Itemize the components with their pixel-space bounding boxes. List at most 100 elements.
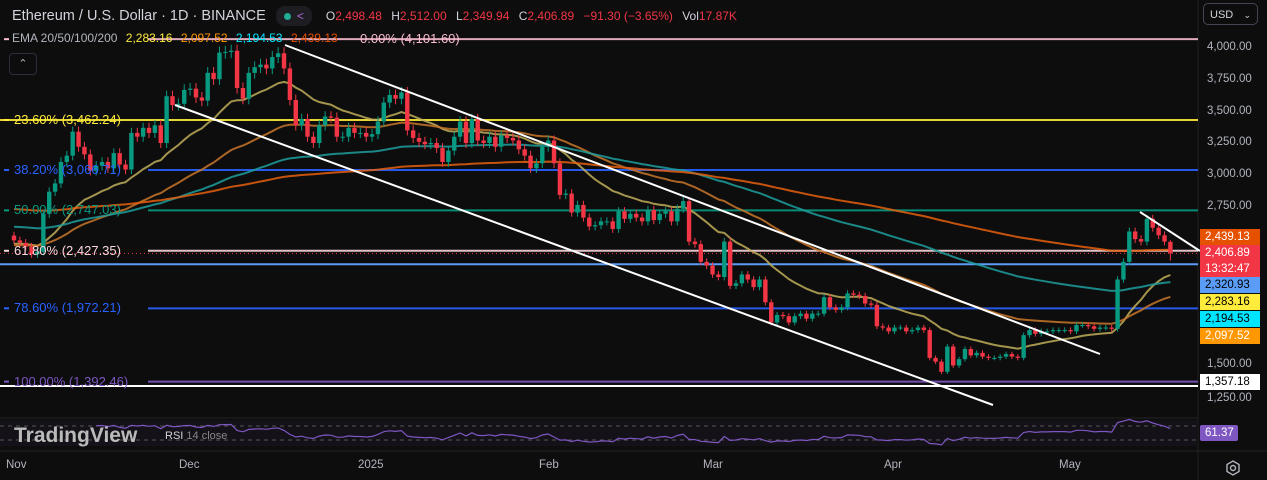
candle[interactable] bbox=[1062, 327, 1067, 333]
channel-upper-trendline[interactable] bbox=[284, 44, 1101, 355]
candle[interactable] bbox=[751, 276, 756, 291]
candle[interactable] bbox=[17, 236, 23, 247]
candle[interactable] bbox=[88, 149, 93, 176]
candle[interactable] bbox=[393, 89, 398, 105]
candle[interactable] bbox=[727, 237, 733, 290]
candle[interactable] bbox=[1056, 327, 1062, 333]
candle[interactable] bbox=[252, 61, 257, 79]
candle[interactable] bbox=[675, 204, 680, 226]
candle[interactable] bbox=[657, 209, 662, 225]
candle[interactable] bbox=[945, 343, 950, 375]
candle[interactable] bbox=[364, 127, 369, 142]
candle[interactable] bbox=[974, 350, 979, 358]
candle[interactable] bbox=[52, 178, 58, 197]
candle[interactable] bbox=[152, 120, 158, 138]
candle[interactable] bbox=[258, 58, 263, 74]
candle[interactable] bbox=[205, 67, 210, 107]
candle[interactable] bbox=[804, 310, 809, 322]
candle[interactable] bbox=[1132, 227, 1138, 243]
candle[interactable] bbox=[358, 127, 363, 138]
candle[interactable] bbox=[499, 130, 504, 152]
candle[interactable] bbox=[369, 129, 375, 142]
candle[interactable] bbox=[129, 127, 134, 175]
candle[interactable] bbox=[228, 44, 234, 59]
candle[interactable] bbox=[176, 98, 181, 111]
candle[interactable] bbox=[939, 359, 944, 375]
candle[interactable] bbox=[469, 113, 475, 148]
candle[interactable] bbox=[634, 209, 639, 222]
rsi-line[interactable] bbox=[96, 418, 1171, 446]
candle[interactable] bbox=[628, 209, 633, 223]
candle[interactable] bbox=[1144, 214, 1150, 246]
candle[interactable] bbox=[592, 221, 598, 231]
candle[interactable] bbox=[833, 304, 838, 313]
candle[interactable] bbox=[686, 196, 692, 246]
candle[interactable] bbox=[463, 116, 469, 148]
candle[interactable] bbox=[105, 157, 111, 173]
candle[interactable] bbox=[774, 311, 780, 326]
candle[interactable] bbox=[311, 131, 316, 148]
candle[interactable] bbox=[792, 313, 797, 326]
candle[interactable] bbox=[528, 150, 533, 173]
ema-100-line[interactable] bbox=[13, 143, 1171, 292]
candle[interactable] bbox=[851, 290, 856, 298]
symbol-title[interactable]: Ethereum / U.S. Dollar · 1D · BINANCE bbox=[12, 8, 266, 24]
candle[interactable] bbox=[1097, 324, 1103, 332]
candle[interactable] bbox=[710, 262, 715, 278]
candle[interactable] bbox=[739, 271, 745, 287]
candle[interactable] bbox=[786, 313, 792, 326]
candle[interactable] bbox=[1080, 322, 1085, 328]
ema-200-line[interactable] bbox=[13, 160, 1171, 253]
candle[interactable] bbox=[41, 209, 46, 256]
candle[interactable] bbox=[76, 126, 81, 152]
candle[interactable] bbox=[504, 130, 510, 143]
candle[interactable] bbox=[510, 132, 516, 146]
candle[interactable] bbox=[234, 44, 240, 94]
candle[interactable] bbox=[839, 304, 844, 313]
candle[interactable] bbox=[968, 346, 974, 358]
candle[interactable] bbox=[140, 122, 146, 142]
currency-select[interactable]: USD ⌄ bbox=[1203, 3, 1258, 25]
candle[interactable] bbox=[921, 324, 927, 333]
wedge-trendline[interactable] bbox=[1139, 211, 1201, 252]
ema-legend[interactable]: EMA 20/50/100/200 2,283.16 2,097.52 2,19… bbox=[12, 31, 343, 45]
candle[interactable] bbox=[146, 122, 152, 138]
candle[interactable] bbox=[481, 135, 486, 148]
candle[interactable] bbox=[1003, 351, 1009, 360]
candle[interactable] bbox=[986, 354, 991, 361]
candle[interactable] bbox=[240, 82, 246, 105]
candle[interactable] bbox=[1109, 324, 1114, 332]
candle[interactable] bbox=[281, 47, 287, 75]
candle[interactable] bbox=[93, 161, 99, 176]
candle[interactable] bbox=[211, 67, 216, 85]
candle[interactable] bbox=[387, 89, 392, 109]
candle[interactable] bbox=[569, 189, 574, 217]
candle[interactable] bbox=[545, 135, 551, 152]
candle[interactable] bbox=[334, 112, 340, 142]
candle[interactable] bbox=[645, 205, 651, 226]
candle[interactable] bbox=[587, 213, 592, 231]
candle[interactable] bbox=[962, 346, 968, 362]
candle[interactable] bbox=[680, 196, 686, 213]
channel-lower-trendline[interactable] bbox=[174, 104, 994, 406]
candle[interactable] bbox=[1009, 351, 1015, 360]
candle[interactable] bbox=[35, 248, 40, 258]
candle[interactable] bbox=[980, 350, 985, 360]
candle[interactable] bbox=[47, 187, 52, 218]
candle[interactable] bbox=[264, 58, 269, 75]
candle[interactable] bbox=[733, 280, 739, 290]
candle[interactable] bbox=[1086, 322, 1091, 330]
candle[interactable] bbox=[422, 136, 428, 150]
candle[interactable] bbox=[780, 311, 786, 320]
candle[interactable] bbox=[622, 207, 627, 223]
candle[interactable] bbox=[927, 327, 932, 361]
candle[interactable] bbox=[1050, 327, 1056, 335]
candle[interactable] bbox=[933, 355, 938, 365]
candle[interactable] bbox=[64, 150, 70, 167]
candle[interactable] bbox=[997, 354, 1003, 361]
market-status-pill[interactable]: < bbox=[275, 6, 312, 26]
candle[interactable] bbox=[193, 83, 199, 104]
candle[interactable] bbox=[328, 111, 334, 124]
candle[interactable] bbox=[604, 217, 610, 226]
candle[interactable] bbox=[493, 131, 498, 152]
